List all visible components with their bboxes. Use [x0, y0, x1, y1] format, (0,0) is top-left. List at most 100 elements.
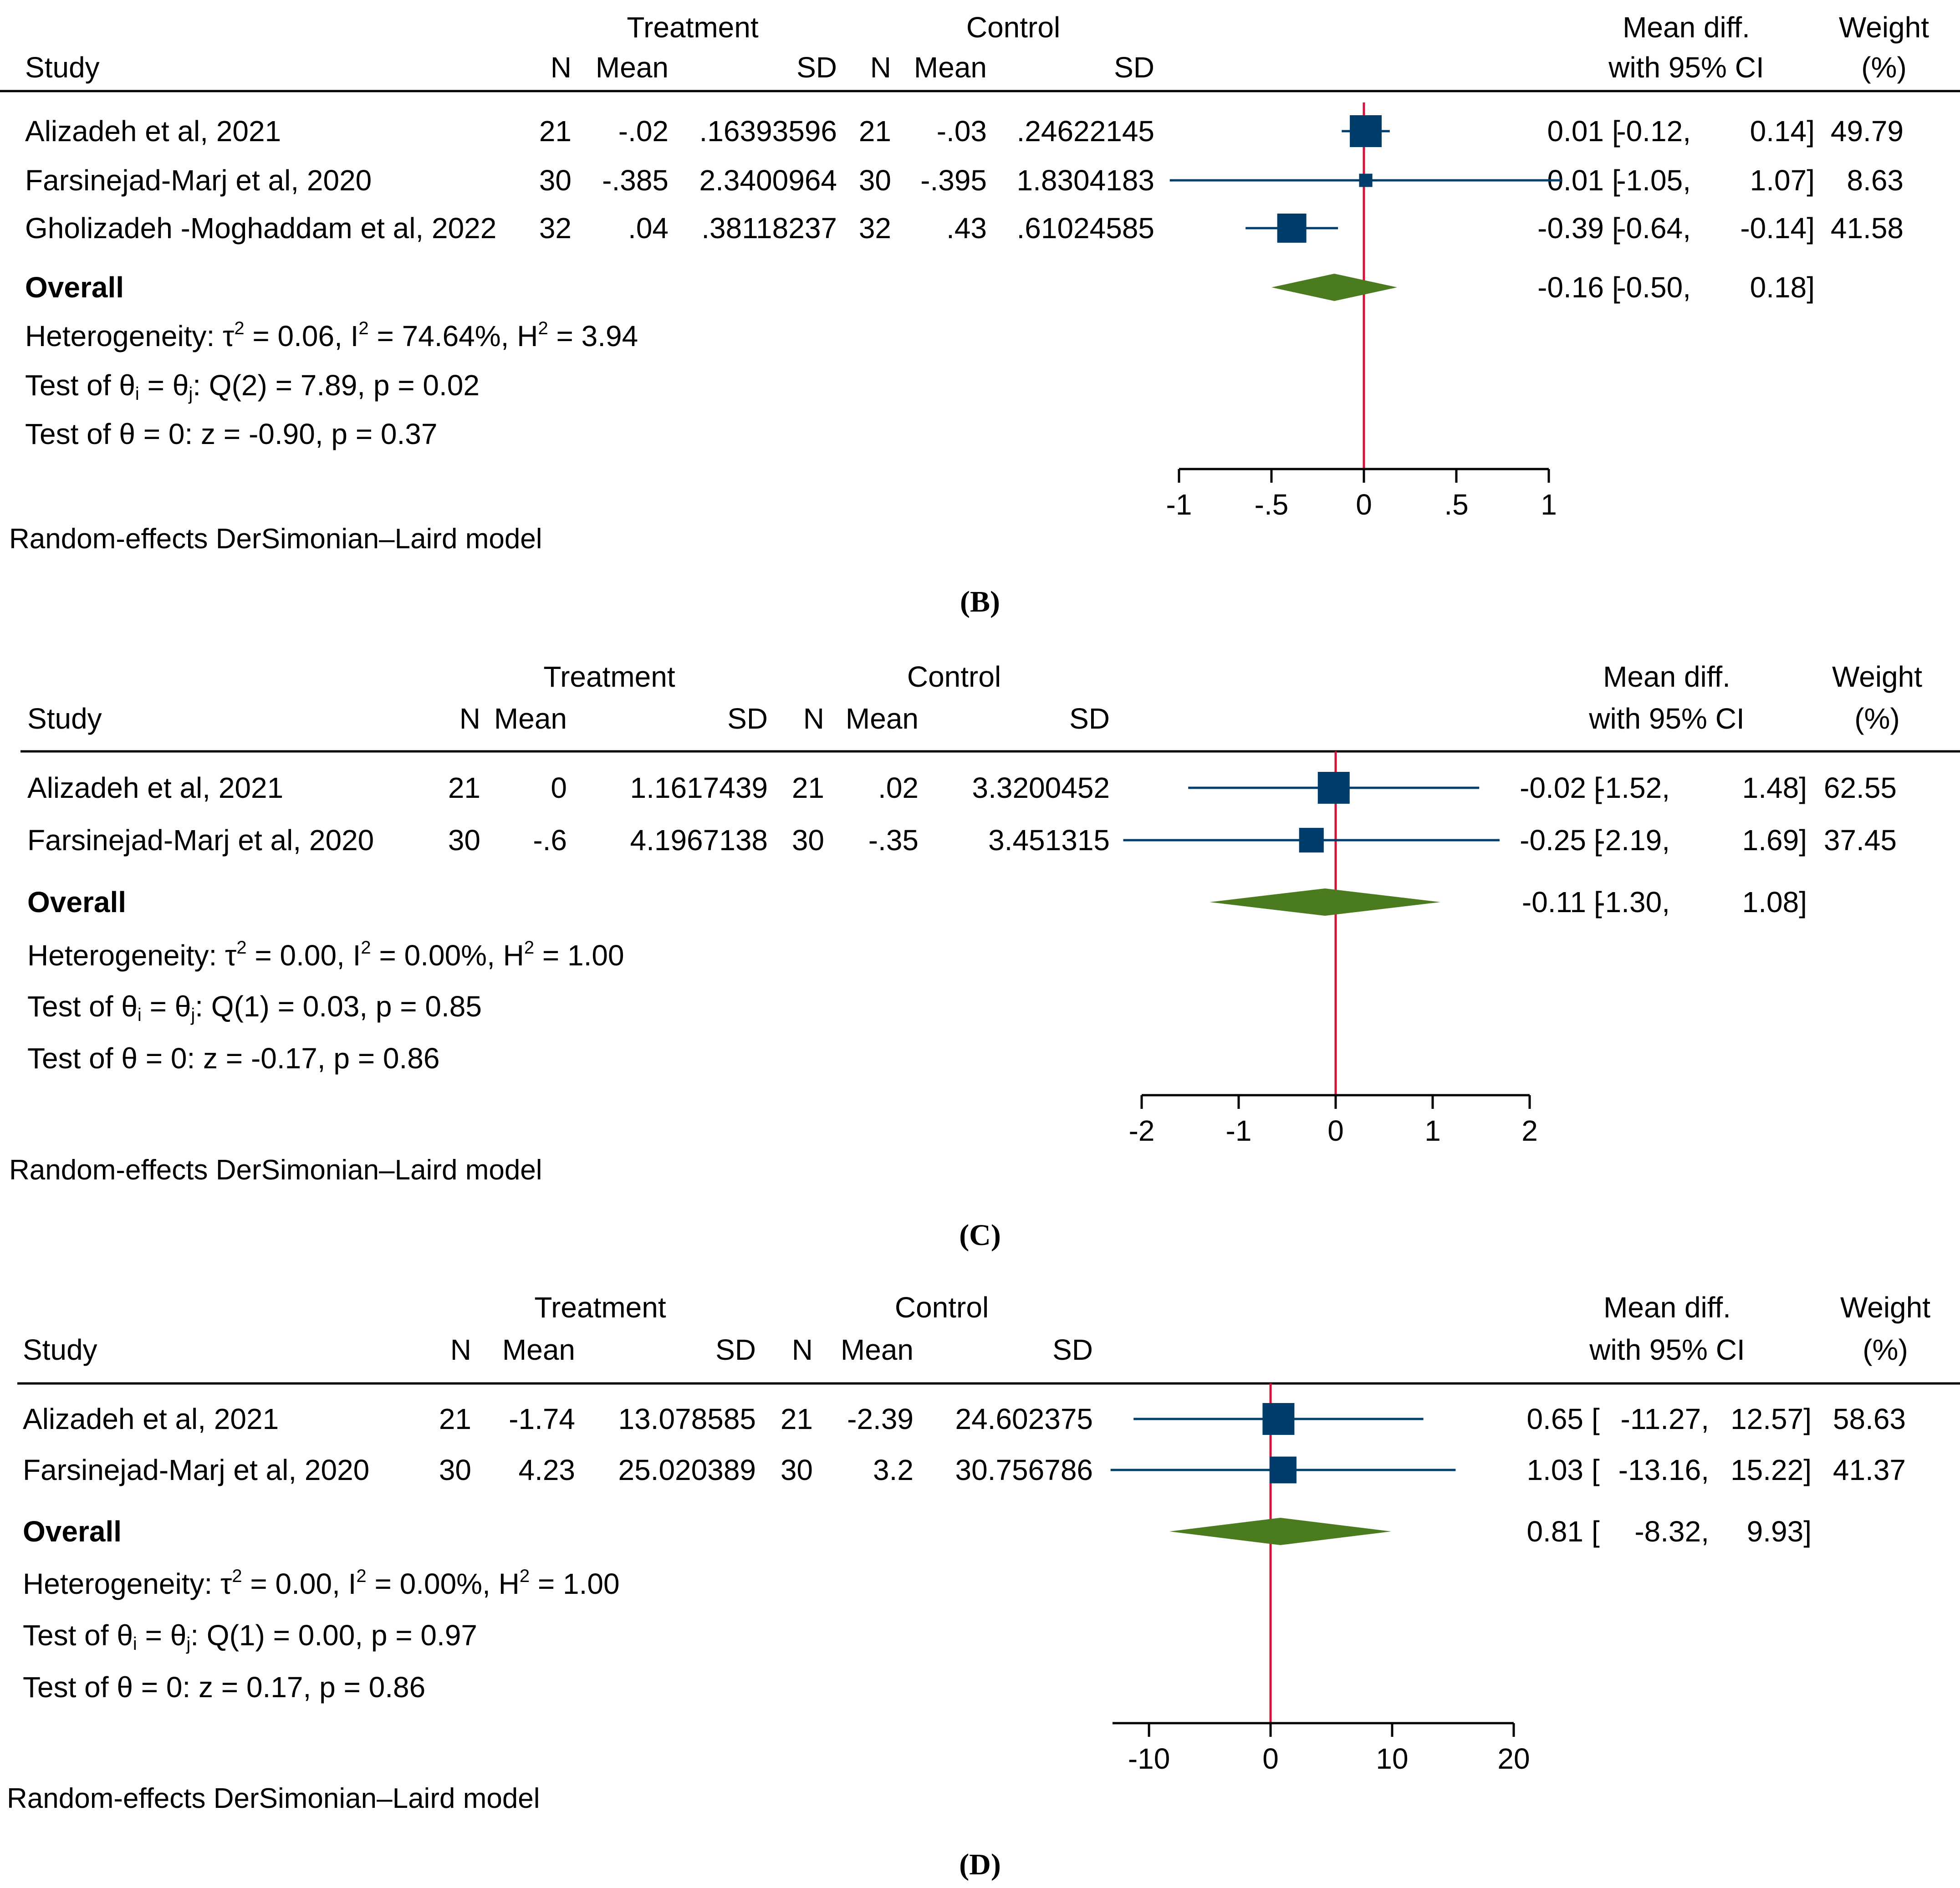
ci-lower: -0.64, [1616, 212, 1691, 245]
control-mean: .43 [946, 212, 987, 245]
treatment-n: 30 [439, 1454, 471, 1486]
model-note: Random-effects DerSimonian–Laird model [9, 1154, 542, 1186]
q-test-equals: = θ [139, 369, 189, 402]
control-mean-header: Mean [846, 702, 919, 735]
weight-header-top: Weight [1839, 11, 1929, 44]
overall-label: Overall [27, 886, 126, 918]
study-name: Gholizadeh -Moghaddam et al, 2022 [25, 212, 496, 245]
treatment-sd: 4.1967138 [630, 824, 768, 857]
treatment-n-header: N [450, 1333, 471, 1366]
h2-value: = 1.00 [534, 939, 624, 972]
weight-header-bottom: (%) [1861, 51, 1907, 84]
treatment-n-header: N [551, 51, 572, 84]
control-n: 21 [859, 115, 891, 148]
treatment-mean: -1.74 [509, 1403, 575, 1435]
ci-upper: 1.69] [1742, 824, 1807, 857]
model-note: Random-effects DerSimonian–Laird model [9, 523, 542, 555]
control-n: 32 [859, 212, 891, 245]
control-n-header: N [792, 1333, 813, 1366]
control-mean: -2.39 [847, 1403, 914, 1435]
weight-header-bottom: (%) [1854, 702, 1900, 735]
effect-estimate: 1.03 [1526, 1454, 1583, 1486]
overall-diamond [1169, 1518, 1392, 1545]
heterogeneity-prefix: Heterogeneity: τ [23, 1567, 232, 1600]
treatment-n: 21 [439, 1403, 471, 1435]
z-test-stats: Test of θ = 0: z = -0.90, p = 0.37 [25, 418, 437, 450]
study-weight: 41.37 [1833, 1454, 1906, 1486]
overall-ci-upper: 0.18] [1750, 271, 1815, 304]
subscript: j [190, 1005, 195, 1025]
control-mean-header: Mean [841, 1333, 914, 1366]
control-header: Control [895, 1291, 989, 1324]
study-name: Farsinejad-Marj et al, 2020 [27, 824, 374, 857]
treatment-mean-header: Mean [596, 51, 669, 84]
study-header: Study [27, 702, 102, 735]
i2-value: = 0.00%, H [367, 1567, 520, 1600]
study-name: Alizadeh et al, 2021 [23, 1403, 279, 1435]
overall-label: Overall [25, 271, 124, 304]
overall-estimate: 0.81 [1526, 1515, 1583, 1548]
control-mean: 3.2 [873, 1454, 914, 1486]
treatment-header: Treatment [627, 11, 759, 44]
study-weight: 62.55 [1824, 771, 1897, 804]
study-marker [1270, 1456, 1296, 1484]
model-note: Random-effects DerSimonian–Laird model [7, 1783, 540, 1814]
x-tick-label: 20 [1497, 1742, 1530, 1775]
control-sd: .61024585 [1016, 212, 1154, 245]
subscript: j [186, 1634, 190, 1654]
treatment-mean: 4.23 [518, 1454, 575, 1486]
treatment-sd: .16393596 [699, 115, 837, 148]
superscript: 2 [358, 318, 368, 338]
treatment-sd: 2.3400964 [699, 164, 837, 197]
effect-header-bottom: with 95% CI [1589, 1333, 1745, 1366]
x-tick-label: -.5 [1255, 488, 1289, 521]
control-n: 21 [792, 771, 824, 804]
heterogeneity-prefix: Heterogeneity: τ [27, 939, 236, 972]
superscript: 2 [538, 318, 548, 338]
ci-lower: -1.52, [1595, 771, 1670, 804]
treatment-header: Treatment [543, 660, 675, 693]
tau2-value: = 0.06, I [245, 320, 359, 352]
subscript: i [138, 1005, 142, 1025]
ci-upper: 1.48] [1742, 771, 1807, 804]
treatment-sd: 1.1617439 [630, 771, 768, 804]
heterogeneity-stats: Heterogeneity: τ2 = 0.00, I2 = 0.00%, H2… [23, 1566, 620, 1600]
x-tick-label: -10 [1128, 1742, 1170, 1775]
control-sd-header: SD [1052, 1333, 1093, 1366]
effect-estimate: -0.25 [1520, 824, 1586, 857]
weight-header-bottom: (%) [1863, 1333, 1908, 1366]
tau2-value: = 0.00, I [242, 1567, 357, 1600]
effect-estimate: 0.01 [1547, 115, 1604, 148]
control-sd-header: SD [1069, 702, 1110, 735]
control-mean: -.35 [868, 824, 919, 857]
treatment-mean: .04 [628, 212, 669, 245]
superscript: 2 [524, 938, 534, 958]
control-mean-header: Mean [914, 51, 987, 84]
q-test-values: : Q(1) = 0.00, p = 0.97 [190, 1619, 477, 1652]
h2-value: = 3.94 [548, 320, 638, 352]
heterogeneity-stats: Heterogeneity: τ2 = 0.06, I2 = 74.64%, H… [25, 318, 638, 352]
study-name: Alizadeh et al, 2021 [25, 115, 281, 148]
subscript: i [135, 384, 139, 404]
x-tick-label: 2 [1521, 1114, 1538, 1147]
ci-open-bracket: [ [1594, 886, 1602, 918]
panel-caption: (B) [960, 585, 1000, 618]
control-n: 30 [781, 1454, 813, 1486]
study-header: Study [25, 51, 100, 84]
control-header: Control [907, 660, 1001, 693]
effect-estimate: 0.65 [1526, 1403, 1583, 1435]
treatment-mean: 0 [551, 771, 567, 804]
control-sd: 3.3200452 [972, 771, 1110, 804]
forest-panel-c: Treatment Control Mean diff. Weight Study N Me… [9, 660, 1960, 1252]
ci-open-bracket: [ [1612, 164, 1620, 197]
x-tick-label: 0 [1327, 1114, 1344, 1147]
treatment-n-header: N [459, 702, 480, 735]
overall-ci-lower: -8.32, [1634, 1515, 1709, 1548]
control-mean: -.395 [920, 164, 987, 197]
ci-upper: 1.07] [1750, 164, 1815, 197]
z-test-stats: Test of θ = 0: z = 0.17, p = 0.86 [23, 1671, 425, 1704]
q-test-stats: Test of θi = θj: Q(1) = 0.00, p = 0.97 [23, 1619, 477, 1654]
heterogeneity-prefix: Heterogeneity: τ [25, 320, 234, 352]
study-marker [1277, 214, 1307, 243]
ci-open-bracket: [ [1594, 824, 1602, 857]
